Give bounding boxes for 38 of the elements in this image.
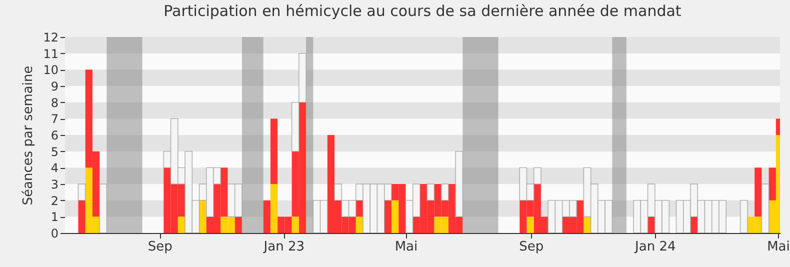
bar <box>234 216 242 233</box>
bar <box>440 184 449 201</box>
x-tick-label: Mai <box>394 240 418 254</box>
x-tick-label: Jan 23 <box>262 240 305 254</box>
bar <box>199 200 206 233</box>
bar <box>263 200 270 233</box>
bar <box>391 200 399 233</box>
y-tick-label: 4 <box>50 161 58 176</box>
bar <box>270 118 278 184</box>
x-tick-label: Sep <box>519 240 544 254</box>
y-tick-label: 3 <box>50 178 58 192</box>
y-tick-label: 7 <box>50 112 58 126</box>
y-tick-label: 6 <box>50 128 58 142</box>
bar <box>78 200 86 233</box>
y-tick-label: 5 <box>50 144 58 159</box>
y-tick-label: 8 <box>50 96 58 110</box>
bar <box>292 216 299 233</box>
bar <box>761 184 770 233</box>
y-tick-label: 10 <box>43 63 58 78</box>
x-tick-label: Sep <box>148 240 172 254</box>
y-tick-label: 11 <box>43 46 58 61</box>
y-axis-title: Séances par semaine <box>21 66 36 206</box>
bar <box>584 216 591 233</box>
y-tick-label: 2 <box>50 194 58 208</box>
x-tick-label: Mai <box>767 240 790 254</box>
y-tick-label: 12 <box>43 30 58 44</box>
bar <box>526 216 534 233</box>
y-tick-label: 0 <box>50 226 58 240</box>
bar <box>384 200 392 233</box>
bar <box>426 184 435 201</box>
x-tick-label: Jan 24 <box>634 240 676 254</box>
bar <box>178 216 186 233</box>
bar <box>754 168 762 217</box>
y-tick-label: 9 <box>50 80 58 94</box>
bar <box>356 216 363 233</box>
chart-title: Participation en hémicycle au cours de sa dernière année de mandat <box>164 2 682 20</box>
y-tick-label: 1 <box>50 210 58 224</box>
bar <box>270 184 278 233</box>
